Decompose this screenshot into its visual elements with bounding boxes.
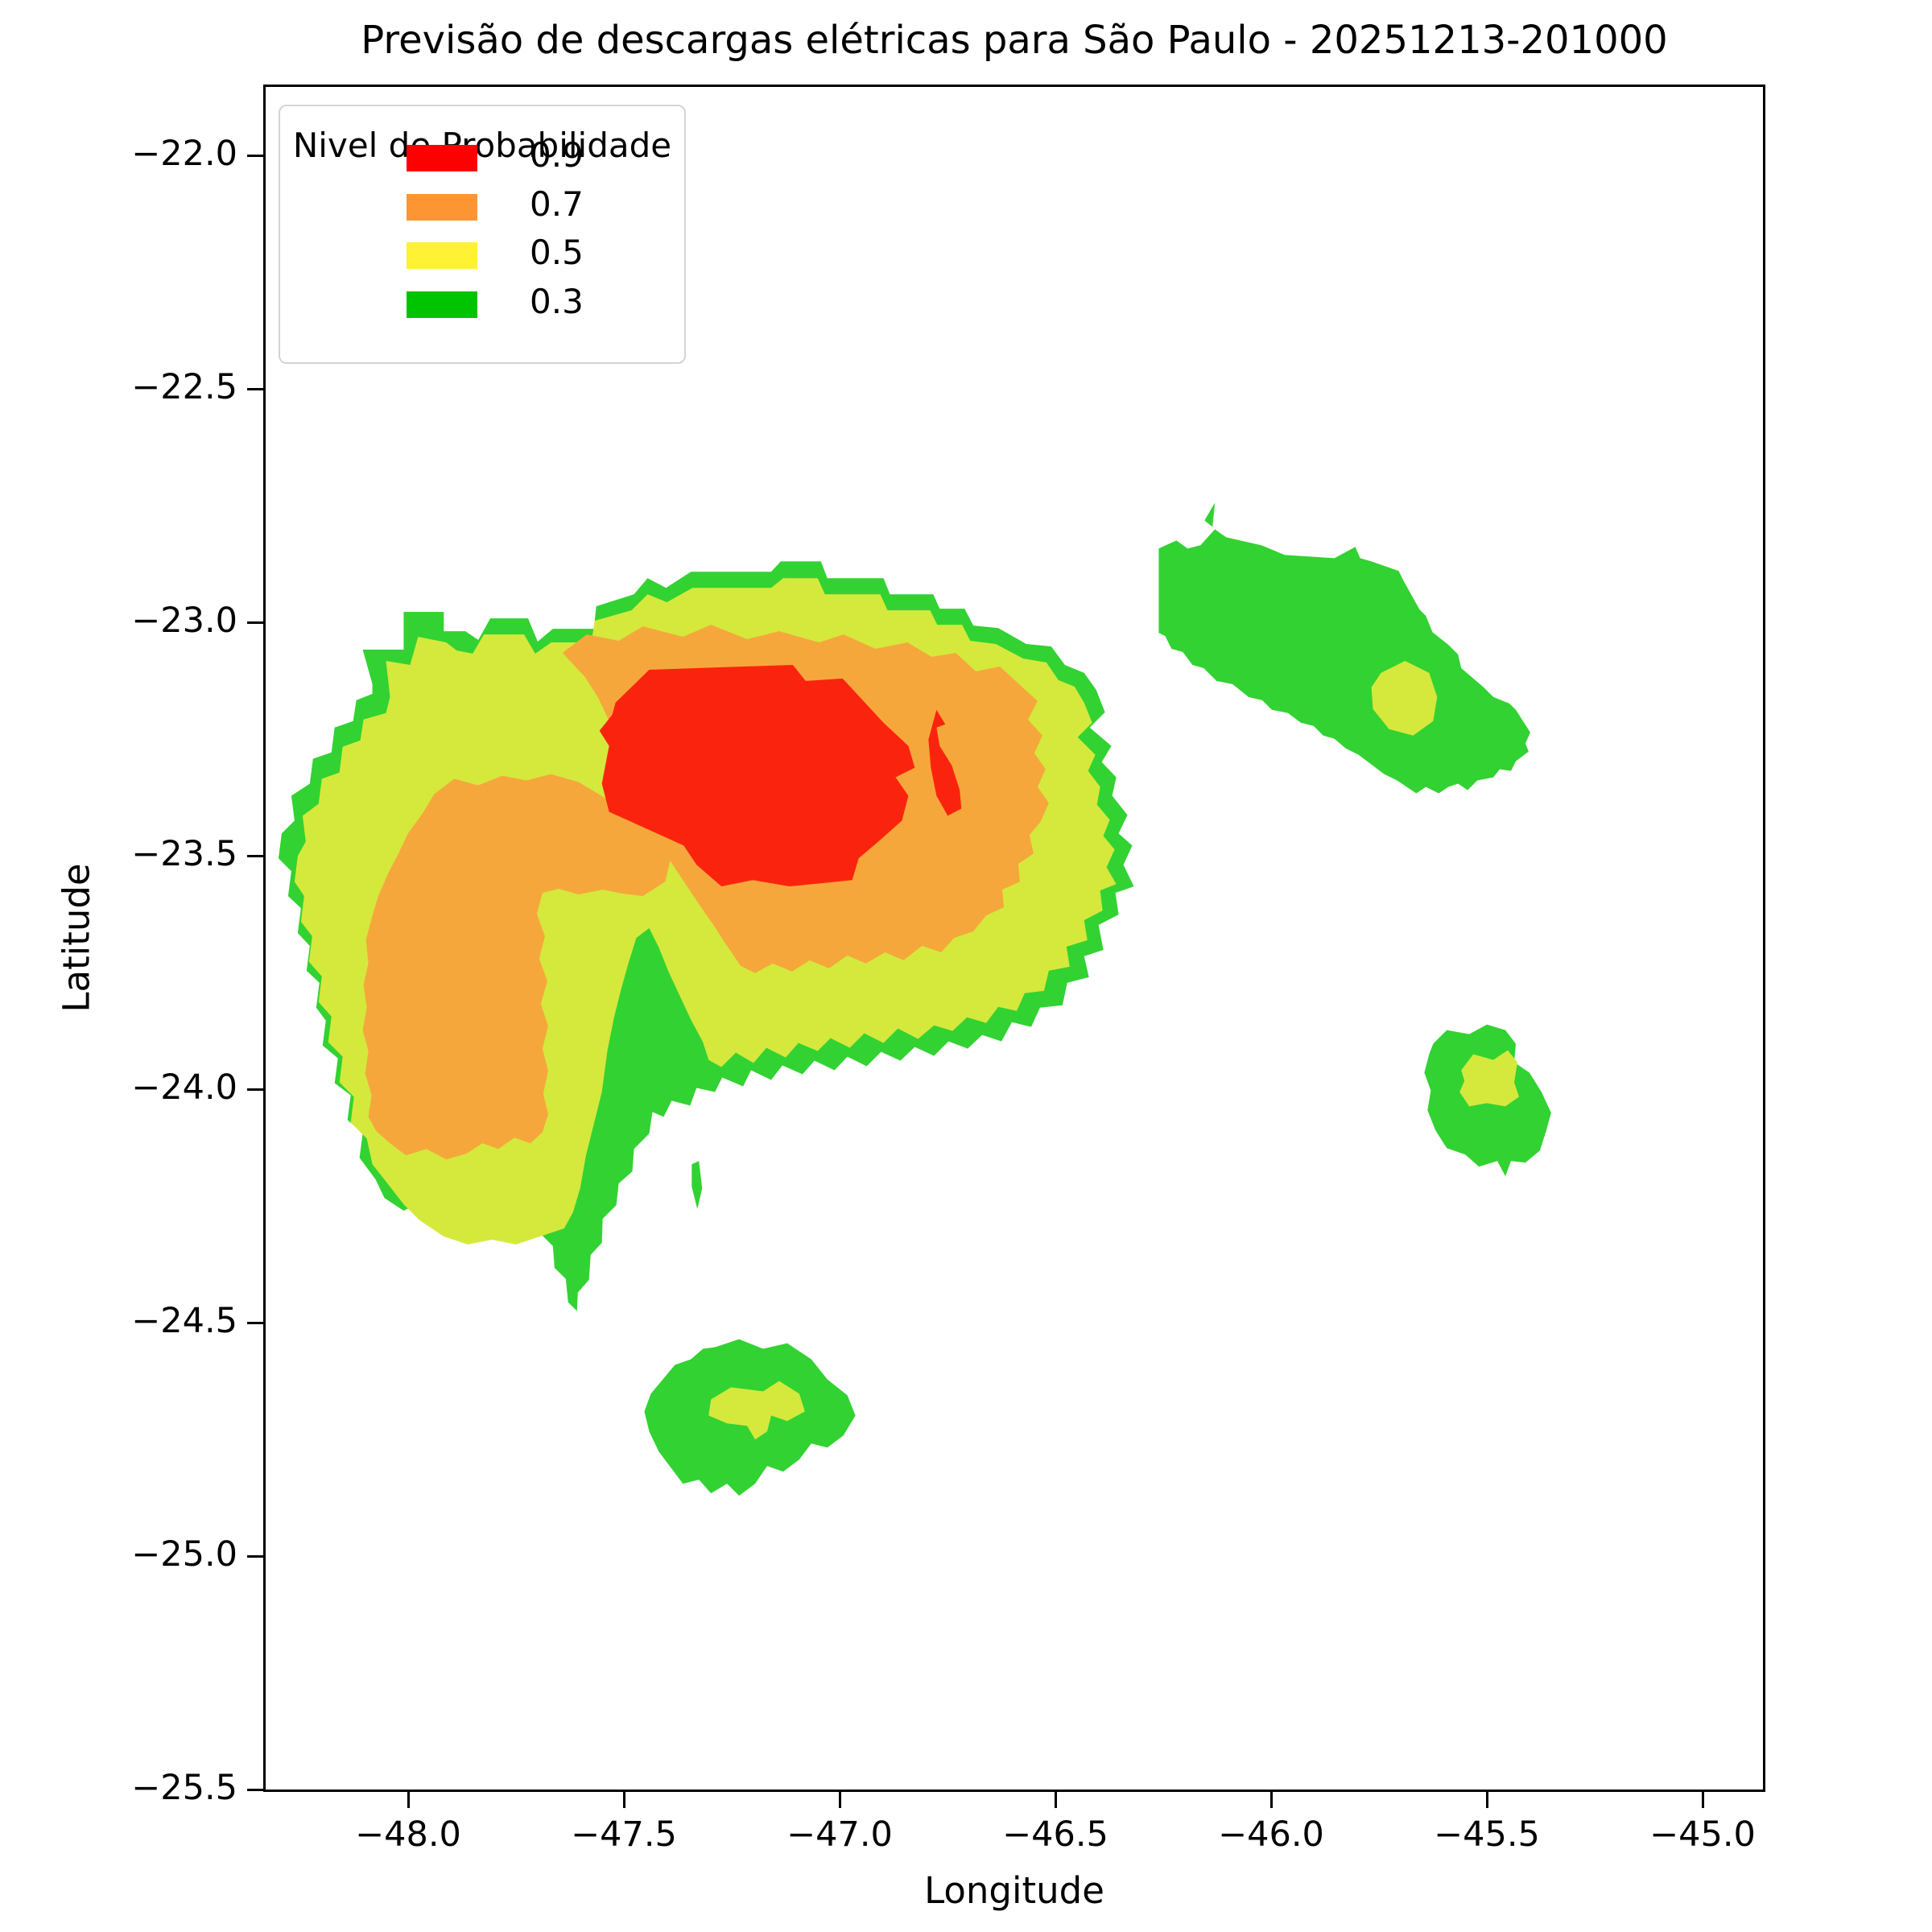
legend-label-0.5: 0.5 (530, 233, 584, 272)
x-tick-label-3: −46.5 (1002, 1814, 1108, 1855)
x-tick-label-4: −46.0 (1218, 1814, 1324, 1855)
y-tick-mark-1 (247, 387, 263, 390)
legend-swatch-0.9 (407, 145, 477, 171)
y-tick-label-5: −24.5 (131, 1301, 237, 1341)
y-tick-label-3: −23.5 (131, 834, 237, 874)
y-tick-label-6: −25.0 (131, 1534, 237, 1575)
main-cell-level-0.7-southwest (362, 774, 671, 1160)
x-tick-mark-0 (407, 1792, 410, 1808)
y-tick-mark-3 (247, 854, 263, 857)
legend-label-0.3: 0.3 (530, 282, 584, 321)
legend-label-0.9: 0.9 (530, 135, 584, 175)
x-tick-label-6: −45.0 (1649, 1814, 1756, 1855)
y-axis-label: Latitude (55, 863, 98, 1013)
y-tick-mark-7 (247, 1788, 263, 1791)
x-tick-mark-2 (838, 1792, 841, 1808)
main-cell-level-0.9-core (599, 664, 915, 887)
y-tick-label-2: −23.0 (131, 601, 237, 641)
legend-swatch-0.5 (407, 242, 477, 269)
y-tick-mark-6 (247, 1554, 263, 1558)
x-tick-label-1: −47.5 (571, 1814, 677, 1855)
y-tick-mark-2 (247, 621, 263, 624)
x-tick-label-0: −48.0 (355, 1814, 461, 1855)
main-cell-speck-level-0.3 (691, 1161, 703, 1210)
legend-swatch-0.3 (407, 291, 477, 318)
northeast-speck-level-0.3 (1204, 502, 1216, 527)
contour-svg (278, 502, 1551, 1496)
x-tick-mark-5 (1485, 1792, 1488, 1808)
y-tick-label-0: −22.0 (131, 134, 237, 174)
chart-title: Previsão de descargas elétricas para São… (361, 18, 1668, 63)
x-tick-mark-4 (1269, 1792, 1273, 1808)
plot-area (263, 85, 1765, 1792)
x-tick-label-5: −45.5 (1434, 1814, 1540, 1855)
main-cell-level-0.9-sliver (928, 709, 962, 816)
x-tick-mark-3 (1054, 1792, 1057, 1808)
southeast-cell-level-0.5 (1459, 1050, 1519, 1107)
x-tick-label-2: −47.0 (786, 1814, 893, 1855)
legend-swatch-0.7 (407, 194, 477, 221)
y-tick-label-1: −22.5 (131, 367, 237, 407)
legend-label-0.7: 0.7 (530, 184, 584, 224)
northeast-cell-level-0.3 (1158, 529, 1530, 794)
y-tick-label-4: −24.0 (131, 1067, 237, 1108)
x-tick-mark-6 (1701, 1792, 1704, 1808)
northeast-cell-level-0.5 (1371, 660, 1438, 736)
y-tick-mark-0 (247, 154, 263, 157)
x-tick-mark-1 (622, 1792, 625, 1808)
legend-title: Nivel de Probabilidade (292, 126, 672, 165)
x-axis-label: Longitude (924, 1869, 1104, 1912)
south-cell-level-0.5 (708, 1381, 805, 1440)
y-tick-label-7: −25.5 (131, 1768, 237, 1808)
legend: Nivel de Probabilidade 0.9 0.7 0.5 0.3 (279, 105, 686, 364)
y-tick-mark-5 (247, 1321, 263, 1324)
y-tick-mark-4 (247, 1088, 263, 1091)
